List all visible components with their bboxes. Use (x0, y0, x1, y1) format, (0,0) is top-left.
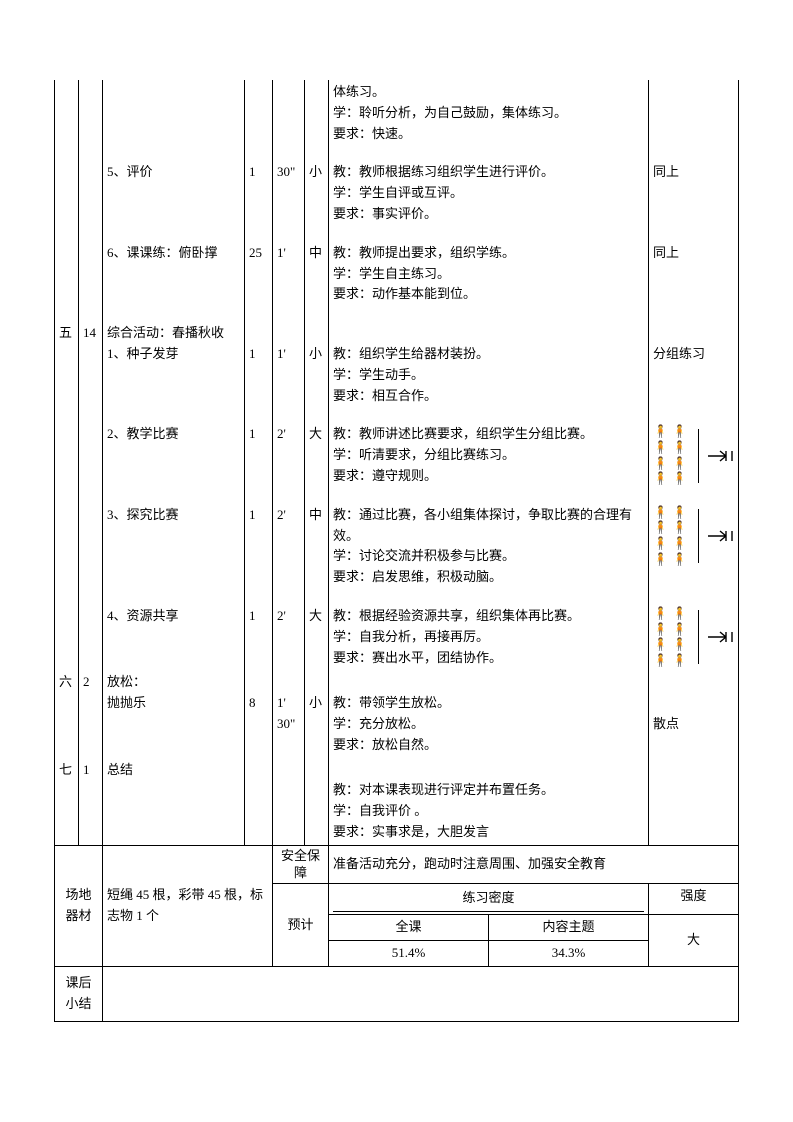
density-values: 51.4% 34.3% (329, 941, 648, 966)
content-cell: 放松： 抛抛乐 (103, 670, 245, 757)
table-row: 6、课课练：俯卧撑 25 1' 中 教：教师提出要求，组织学练。 学：学生自主练… (55, 241, 739, 307)
dur-cell: 30" (273, 160, 305, 226)
dur-cell: 2' (273, 604, 305, 670)
equip-label: 场地 器材 (55, 845, 103, 966)
int-cell: 大 (305, 604, 329, 670)
spacer (55, 227, 739, 241)
num-cell: 1 (245, 604, 273, 670)
post-label: 课后 小结 (55, 966, 103, 1021)
equip-safety-row: 场地 器材 短绳 45 根，彩带 45 根，标志物 1 个 安全保障 准备活动充… (55, 845, 739, 884)
dur-cell: 2' (273, 422, 305, 488)
content-cell: 4、资源共享 (103, 604, 245, 670)
int-cell: 中 (305, 241, 329, 307)
formation-diagram: 🧍🧍🧍🧍🧍🧍🧍🧍 (653, 424, 734, 486)
spacer (55, 307, 739, 321)
table-row: 六 2 放松： 抛抛乐 8 1' 30" 小 教：带领学生放松。 学：充分放松。… (55, 670, 739, 757)
formation-diagram: 🧍🧍🧍🧍🧍🧍🧍🧍 (653, 606, 734, 668)
safety-value: 准备活动充分，跑动时注意周围、加强安全教育 (329, 845, 739, 884)
desc-cell: 教：组织学生给器材装扮。 学：学生动手。 要求：相互合作。 (333, 346, 489, 403)
desc-cell: 教：通过比赛，各小组集体探讨，争取比赛的合理有效。 学：讨论交流并积极参与比赛。… (329, 503, 649, 590)
desc-cell: 体练习。 学：聆听分析，为自己鼓励，集体练习。 要求：快速。 (329, 80, 649, 146)
table-row: 五 14 综合活动：春播秋收 1、种子发芽 1 1' 小 教：组织学生给器材装扮… (55, 321, 739, 408)
intensity-label: 强度 (649, 884, 739, 915)
section-label: 五 (55, 321, 79, 408)
spacer (55, 146, 739, 160)
org-cell: 同上 (649, 241, 739, 307)
int-cell: 中 (305, 503, 329, 590)
int-cell: 小 (309, 346, 322, 361)
density-subtable: 练习密度 (333, 886, 644, 912)
theme-value: 34.3% (489, 941, 649, 966)
theme-label: 内容主题 (489, 915, 649, 940)
org-cell: 分组练习 (653, 346, 705, 361)
formation-diagram: 🧍🧍🧍🧍🧍🧍🧍🧍 (653, 505, 734, 567)
content-cell: 3、探究比赛 (103, 503, 245, 590)
post-summary-row: 课后 小结 (55, 966, 739, 1021)
spacer (55, 489, 739, 503)
content-cell: 5、评价 (103, 160, 245, 226)
content-cell: 2、教学比赛 (103, 422, 245, 488)
full-label: 全课 (329, 915, 489, 940)
desc-cell: 教：教师根据练习组织学生进行评价。 学：学生自评或互评。 要求：事实评价。 (329, 160, 649, 226)
int-cell: 小 (309, 695, 322, 710)
section-min: 2 (79, 670, 103, 757)
table-row: 3、探究比赛 1 2' 中 教：通过比赛，各小组集体探讨，争取比赛的合理有效。 … (55, 503, 739, 590)
table-row: 七 1 总结 教：对本课表现进行评定并布置任务。 学：自我评价 。 要求：实事求… (55, 758, 739, 846)
num-cell: 1 (245, 422, 273, 488)
table-row: 2、教学比赛 1 2' 大 教：教师讲述比赛要求，组织学生分组比赛。 学：听清要… (55, 422, 739, 488)
safety-label: 安全保障 (273, 845, 329, 884)
table-row: 体练习。 学：聆听分析，为自己鼓励，集体练习。 要求：快速。 (55, 80, 739, 146)
content-cell: 综合活动：春播秋收 1、种子发芽 (103, 321, 245, 408)
num-cell: 8 (249, 695, 256, 710)
people-icon: 🧍🧍🧍🧍🧍🧍🧍🧍 (653, 505, 691, 567)
org-cell: 散点 (653, 716, 679, 731)
desc-cell: 教：教师提出要求，组织学练。 学：学生自主练习。 要求：动作基本能到位。 (329, 241, 649, 307)
section-label: 六 (55, 670, 79, 757)
spacer (55, 590, 739, 604)
dur-cell: 2' (273, 503, 305, 590)
section-min: 14 (79, 321, 103, 408)
table-row: 5、评价 1 30" 小 教：教师根据练习组织学生进行评价。 学：学生自评或互评… (55, 160, 739, 226)
num-cell: 1 (249, 346, 256, 361)
desc-cell: 教：带领学生放松。 学：充分放松。 要求：放松自然。 (333, 695, 450, 752)
dur-cell: 1' (277, 346, 286, 361)
intensity-value: 大 (649, 915, 739, 967)
desc-cell: 教：教师讲述比赛要求，组织学生分组比赛。 学：听清要求，分组比赛练习。 要求：遵… (329, 422, 649, 488)
org-cell: 同上 (649, 160, 739, 226)
people-icon: 🧍🧍🧍🧍🧍🧍🧍🧍 (653, 606, 691, 668)
estimate-label: 预计 (273, 884, 329, 966)
num-cell: 1 (245, 160, 273, 226)
density-label: 练习密度 (333, 886, 644, 911)
dur-cell: 1' 30" (277, 695, 295, 731)
int-cell: 大 (305, 422, 329, 488)
arrow-icon (708, 528, 734, 544)
int-cell: 小 (305, 160, 329, 226)
divider-icon (698, 509, 699, 563)
density-headers: 全课 内容主题 (329, 915, 648, 940)
section-label: 七 (55, 758, 79, 846)
arrow-icon (708, 629, 734, 645)
desc-cell: 教：根据经验资源共享，组织集体再比赛。 学：自我分析，再接再厉。 要求：赛出水平… (329, 604, 649, 670)
people-icon: 🧍🧍🧍🧍🧍🧍🧍🧍 (653, 424, 691, 486)
desc-cell: 教：对本课表现进行评定并布置任务。 学：自我评价 。 要求：实事求是，大胆发言 (333, 782, 554, 839)
content-cell: 6、课课练：俯卧撑 (103, 241, 245, 307)
table-row: 4、资源共享 1 2' 大 教：根据经验资源共享，组织集体再比赛。 学：自我分析… (55, 604, 739, 670)
num-cell: 25 (245, 241, 273, 307)
section-min: 1 (79, 758, 103, 846)
num-cell: 1 (245, 503, 273, 590)
lesson-plan-table: 体练习。 学：聆听分析，为自己鼓励，集体练习。 要求：快速。 5、评价 1 30… (54, 80, 739, 1022)
equip-value: 短绳 45 根，彩带 45 根，标志物 1 个 (103, 845, 273, 966)
divider-icon (698, 610, 699, 664)
divider-icon (698, 429, 699, 483)
arrow-icon (708, 447, 734, 463)
spacer (55, 408, 739, 422)
content-cell: 总结 (103, 758, 245, 846)
full-value: 51.4% (329, 941, 489, 966)
dur-cell: 1' (273, 241, 305, 307)
